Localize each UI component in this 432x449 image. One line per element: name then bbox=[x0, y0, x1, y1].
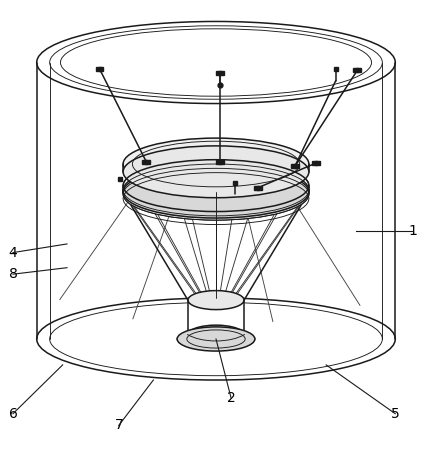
Ellipse shape bbox=[123, 166, 309, 218]
Bar bbox=[216, 71, 224, 75]
Text: 5: 5 bbox=[391, 407, 400, 421]
Text: 4: 4 bbox=[9, 246, 17, 260]
Bar bbox=[216, 160, 224, 164]
Ellipse shape bbox=[188, 325, 244, 344]
Text: 7: 7 bbox=[114, 418, 123, 432]
Bar bbox=[353, 68, 361, 72]
Ellipse shape bbox=[37, 22, 395, 104]
Ellipse shape bbox=[177, 327, 255, 351]
Ellipse shape bbox=[123, 160, 309, 211]
Text: 1: 1 bbox=[408, 224, 417, 238]
Bar bbox=[291, 164, 299, 168]
Ellipse shape bbox=[123, 168, 309, 220]
Text: 2: 2 bbox=[227, 391, 235, 405]
Bar bbox=[96, 67, 104, 71]
Bar bbox=[254, 185, 262, 190]
Ellipse shape bbox=[123, 138, 309, 190]
Bar bbox=[312, 161, 320, 165]
Ellipse shape bbox=[188, 291, 244, 310]
Ellipse shape bbox=[123, 146, 309, 198]
Bar bbox=[143, 160, 150, 164]
Text: 6: 6 bbox=[9, 407, 17, 421]
Text: 8: 8 bbox=[9, 267, 17, 281]
Ellipse shape bbox=[123, 164, 309, 216]
